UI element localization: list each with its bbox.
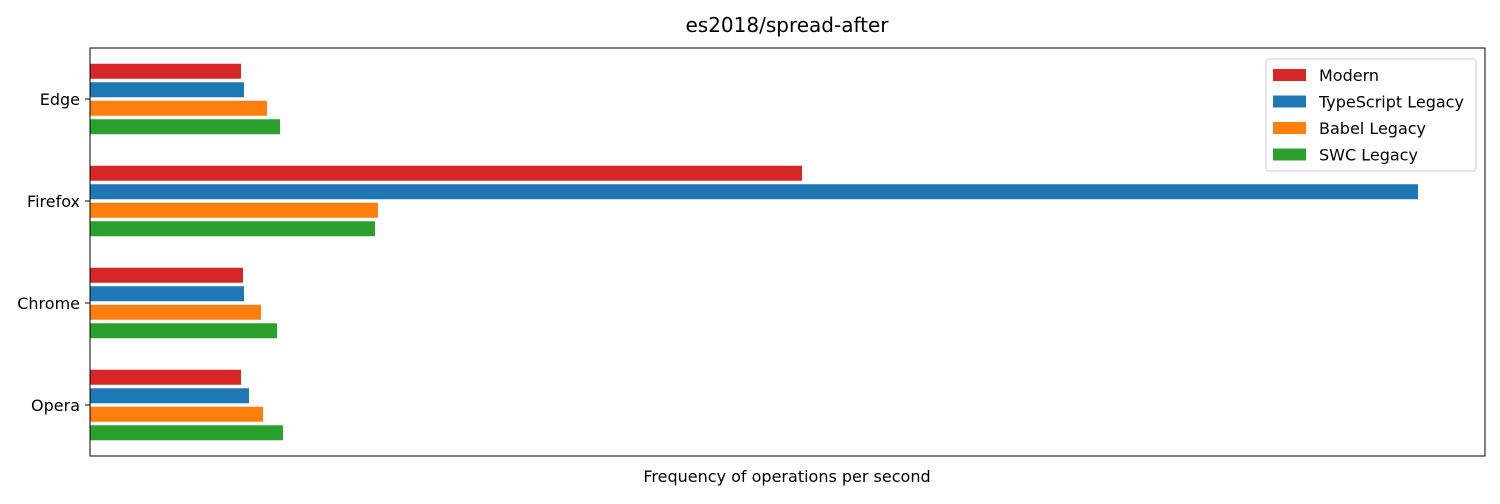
bar-typescript-legacy-firefox	[90, 184, 1418, 200]
legend-label-modern: Modern	[1319, 66, 1379, 85]
bar-babel-legacy-opera	[90, 406, 263, 422]
bar-swc-legacy-chrome	[90, 323, 277, 339]
bars-layer	[90, 63, 1418, 441]
bar-typescript-legacy-opera	[90, 388, 249, 404]
y-axis: Edge Firefox Chrome Opera	[17, 90, 90, 415]
legend: Modern TypeScript Legacy Babel Legacy SWC L…	[1265, 58, 1477, 172]
legend-swatch-swc-legacy	[1273, 148, 1306, 161]
legend-label-swc-legacy: SWC Legacy	[1319, 146, 1418, 165]
y-tick-label-firefox: Firefox	[27, 192, 80, 211]
legend-box	[1265, 58, 1477, 172]
bar-modern-opera	[90, 369, 241, 385]
plot-frame	[89, 47, 1486, 457]
legend-swatch-modern	[1273, 69, 1306, 81]
bar-typescript-legacy-edge	[90, 82, 244, 98]
y-tick-label-edge: Edge	[40, 90, 80, 109]
legend-label-babel-legacy: Babel Legacy	[1319, 119, 1426, 138]
legend-swatch-babel-legacy	[1273, 122, 1306, 134]
bar-swc-legacy-firefox	[90, 221, 375, 237]
x-axis-label: Frequency of operations per second	[643, 467, 930, 486]
bar-modern-chrome	[90, 267, 243, 283]
bar-babel-legacy-firefox	[90, 202, 378, 218]
bar-modern-edge	[90, 63, 241, 79]
bar-babel-legacy-chrome	[90, 304, 261, 320]
bar-modern-firefox	[90, 165, 802, 181]
y-tick-label-chrome: Chrome	[17, 294, 80, 313]
bar-swc-legacy-edge	[90, 119, 280, 135]
legend-swatch-typescript-legacy	[1273, 95, 1306, 108]
y-tick-label-opera: Opera	[31, 396, 80, 415]
legend-label-typescript-legacy: TypeScript Legacy	[1318, 93, 1464, 112]
chart-title: es2018/spread-after	[685, 13, 889, 37]
bar-swc-legacy-opera	[90, 425, 283, 441]
bar-typescript-legacy-chrome	[90, 286, 244, 302]
bar-babel-legacy-edge	[90, 100, 267, 116]
